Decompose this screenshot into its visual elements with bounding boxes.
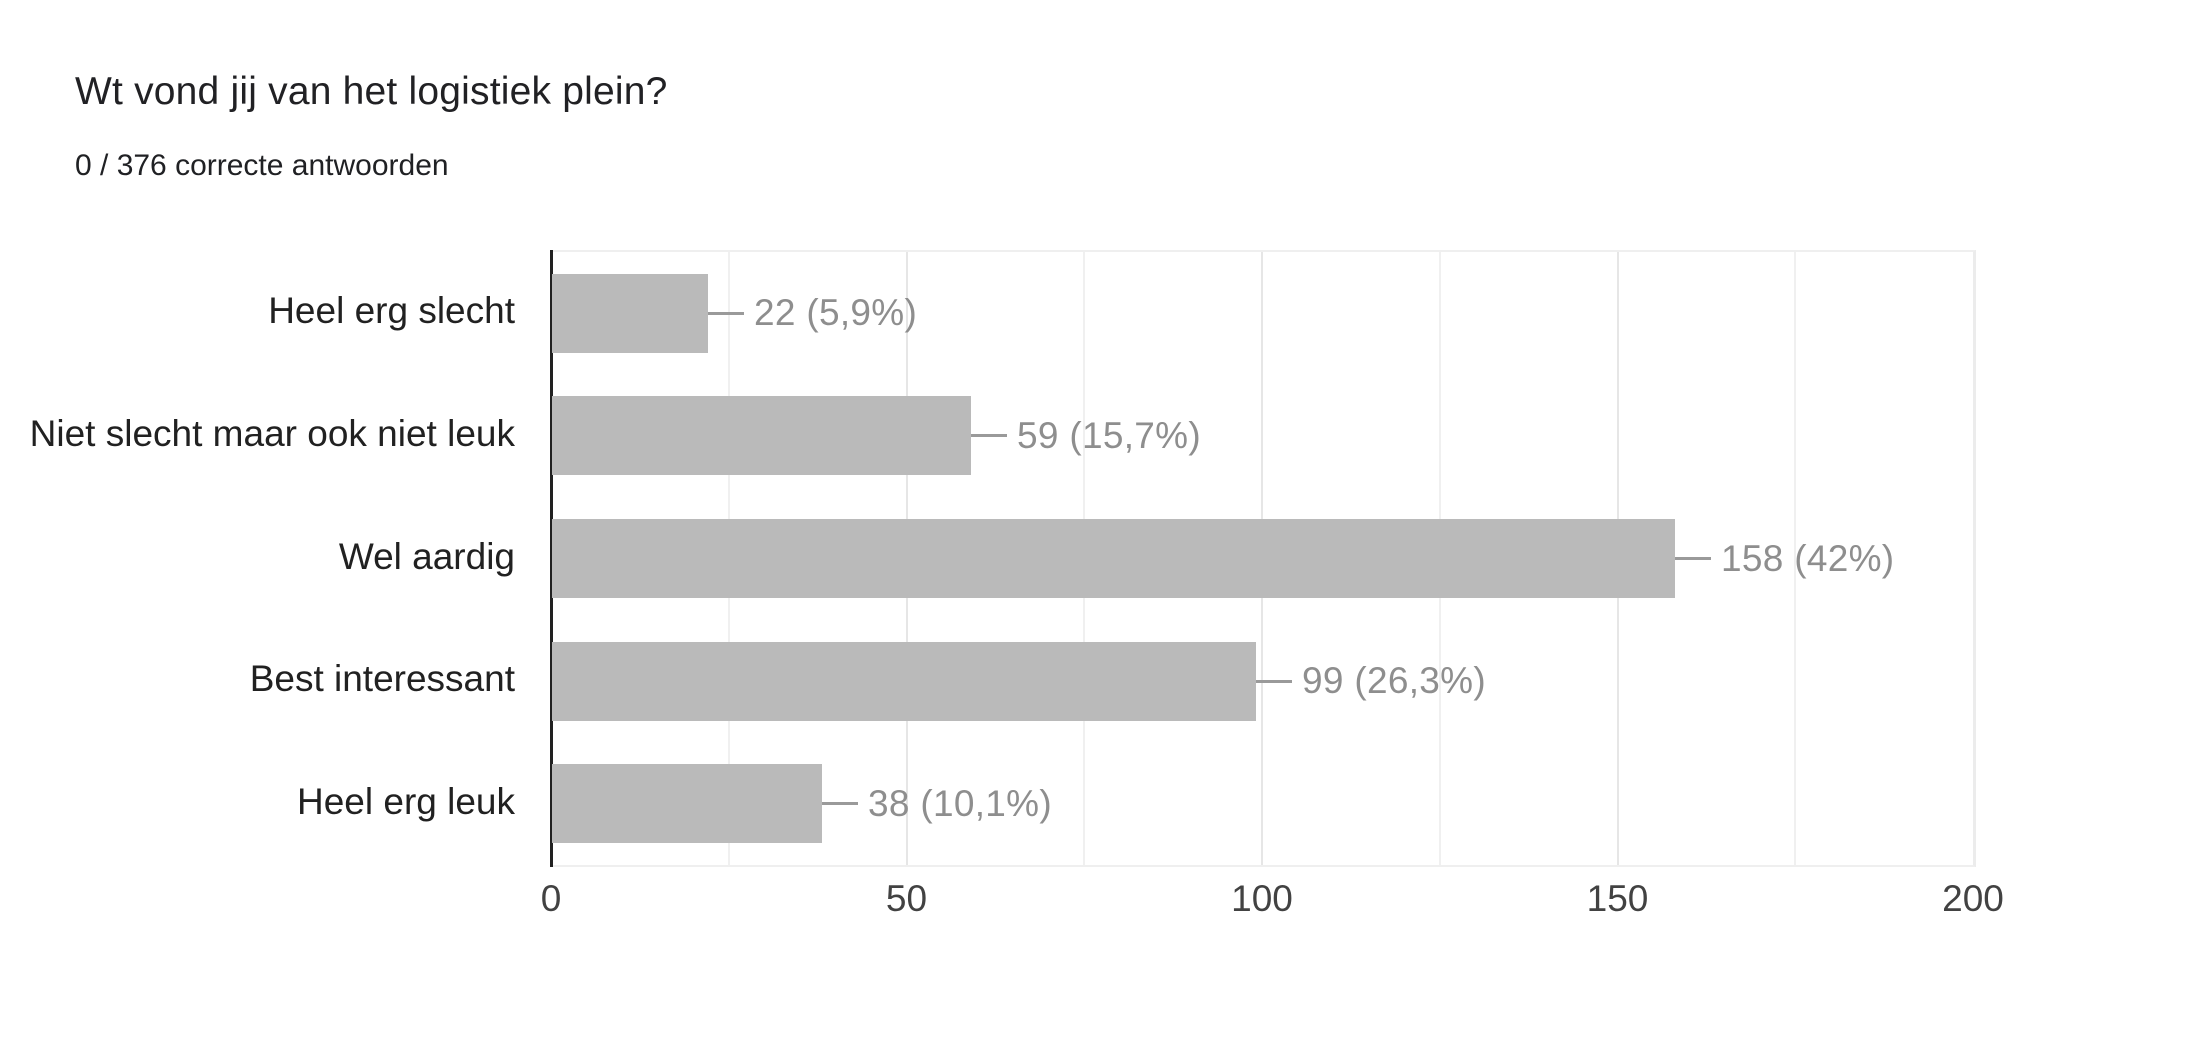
bar-1 bbox=[552, 274, 708, 353]
category-label: Heel erg slecht bbox=[268, 290, 515, 331]
correct-answers-summary: 0 / 376 correcte antwoorden bbox=[75, 149, 449, 182]
x-tick-label: 0 bbox=[540, 878, 562, 919]
value-label: 38 (10,1%) bbox=[868, 783, 1052, 824]
bar-4 bbox=[552, 642, 1256, 721]
value-callout-line bbox=[1675, 557, 1711, 560]
gridline-175 bbox=[1794, 252, 1797, 865]
value-label: 158 (42%) bbox=[1721, 538, 1895, 579]
bar-5 bbox=[552, 764, 822, 843]
x-axis: 0 50 100 150 200 bbox=[541, 878, 2004, 938]
value-callout-line bbox=[1256, 680, 1292, 683]
value-label: 99 (26,3%) bbox=[1302, 660, 1486, 701]
value-label: 22 (5,9%) bbox=[754, 292, 918, 333]
bar-2 bbox=[552, 396, 971, 475]
category-label: Wel aardig bbox=[338, 536, 515, 577]
bar-3 bbox=[552, 519, 1675, 598]
category-axis: Heel erg slecht Niet slecht maar ook niet… bbox=[0, 250, 515, 863]
y-axis-line bbox=[550, 250, 553, 867]
x-tick-label: 50 bbox=[885, 878, 928, 919]
value-label: 59 (15,7%) bbox=[1017, 415, 1201, 456]
value-callout-line bbox=[971, 434, 1007, 437]
question-title: Wt vond jij van het logistiek plein? bbox=[75, 70, 668, 113]
x-tick-label: 200 bbox=[1942, 878, 2004, 919]
category-label: Niet slecht maar ook niet leuk bbox=[29, 413, 515, 454]
category-label: Best interessant bbox=[249, 658, 515, 699]
value-callout-line bbox=[822, 802, 858, 805]
x-tick-label: 150 bbox=[1586, 878, 1649, 919]
category-label: Heel erg leuk bbox=[296, 781, 515, 822]
value-callout-line bbox=[708, 312, 744, 315]
x-tick-label: 100 bbox=[1231, 878, 1293, 919]
plot-area: 22 (5,9%) 59 (15,7%) 158 (42%) 99 (26,3%) 38… bbox=[550, 250, 1976, 867]
